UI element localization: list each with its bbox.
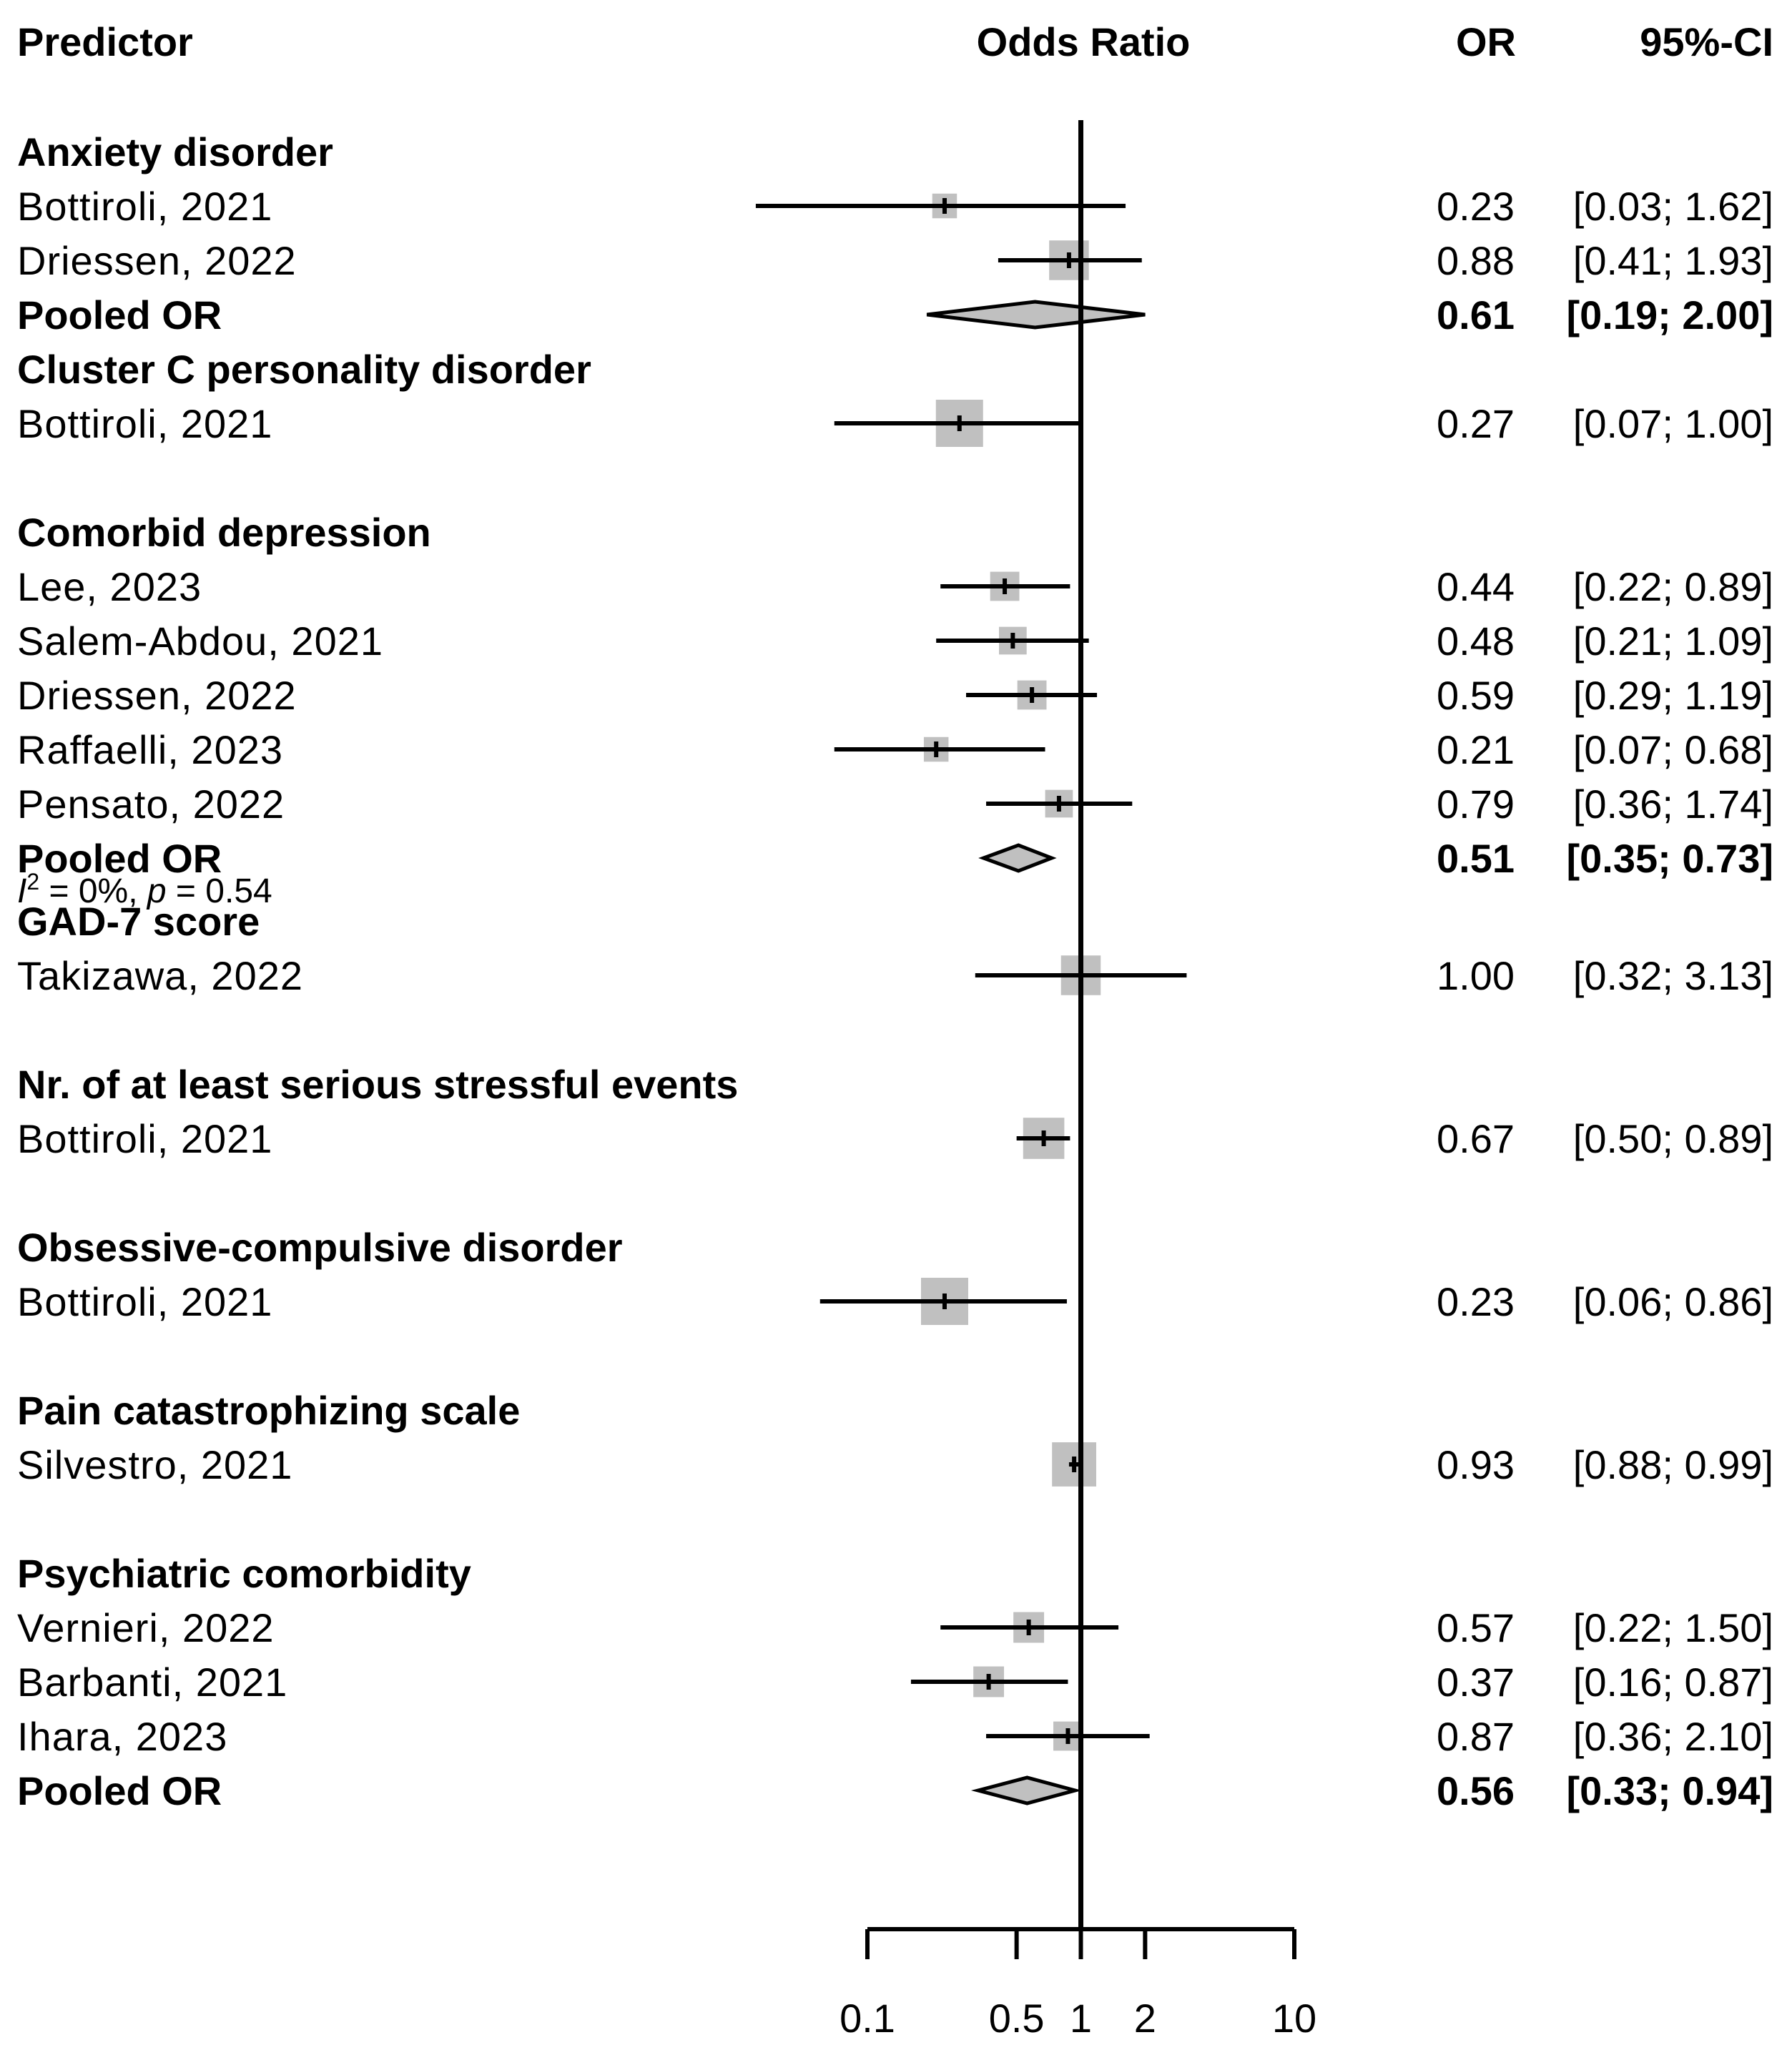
study-or-value: 0.23 (1437, 1279, 1515, 1324)
study-label: Barbanti, 2021 (17, 1660, 287, 1705)
group-title: Psychiatric comorbidity (17, 1551, 471, 1596)
group-title: Cluster C personality disorder (17, 347, 591, 392)
study-or-value: 0.67 (1437, 1116, 1515, 1161)
pooled-label: Pooled OR (17, 836, 222, 881)
study-ci-value: [0.32; 3.13] (1573, 953, 1773, 998)
study-label: Bottiroli, 2021 (17, 184, 272, 229)
study-or-value: 0.48 (1437, 619, 1515, 664)
study-or-value: 0.59 (1437, 673, 1515, 718)
study-or-value: 0.37 (1437, 1660, 1515, 1705)
group-title: Comorbid depression (17, 510, 431, 555)
study-label: Driessen, 2022 (17, 673, 297, 718)
study-or-value: 0.27 (1437, 401, 1515, 446)
x-tick-label: 0.1 (840, 1996, 895, 2041)
study-ci-value: [0.22; 0.89] (1573, 564, 1773, 609)
study-label: Salem-Abdou, 2021 (17, 619, 383, 664)
study-ci-value: [0.07; 1.00] (1573, 401, 1773, 446)
header-or: OR (1456, 19, 1516, 64)
group-title: Obsessive-compulsive disorder (17, 1225, 623, 1270)
x-tick-label: 1 (1070, 1996, 1092, 2041)
group-title: Anxiety disorder (17, 129, 333, 174)
x-axis: 0.1 0.5 1 2 10 (840, 120, 1316, 2041)
study-ci-value: [0.50; 0.89] (1573, 1116, 1773, 1161)
study-ci-value: [0.07; 0.68] (1573, 727, 1773, 772)
study-label: Raffaelli, 2023 (17, 727, 283, 772)
study-or-value: 0.44 (1437, 564, 1515, 609)
pooled-or-value: 0.56 (1437, 1768, 1515, 1813)
study-label: Driessen, 2022 (17, 238, 297, 283)
group-title: GAD-7 score (17, 899, 260, 944)
pooled-or-value: 0.51 (1437, 836, 1515, 881)
pooled-ci-value: [0.35; 0.73] (1567, 836, 1774, 881)
study-or-value: 0.21 (1437, 727, 1515, 772)
study-label: Bottiroli, 2021 (17, 401, 272, 446)
pooled-label: Pooled OR (17, 1768, 222, 1813)
group-title: Pain catastrophizing scale (17, 1388, 520, 1433)
study-ci-value: [0.16; 0.87] (1573, 1660, 1773, 1705)
study-ci-value: [0.41; 1.93] (1573, 238, 1773, 283)
study-or-value: 0.87 (1437, 1714, 1515, 1759)
study-or-value: 0.57 (1437, 1605, 1515, 1650)
study-label: Bottiroli, 2021 (17, 1116, 272, 1161)
pooled-diamond (926, 300, 1146, 330)
study-label: Pensato, 2022 (17, 782, 285, 827)
x-tick-label: 2 (1134, 1996, 1156, 2041)
study-or-value: 1.00 (1437, 953, 1515, 998)
heterogeneity-stats: I2 = 0%, p = 0.54 (17, 869, 272, 910)
study-or-value: 0.79 (1437, 782, 1515, 827)
study-or-value: 0.93 (1437, 1442, 1515, 1487)
study-ci-value: [0.36; 2.10] (1573, 1714, 1773, 1759)
pooled-diamond (970, 1775, 1083, 1805)
group-title: Nr. of at least serious stressful events (17, 1062, 738, 1107)
x-tick-label: 10 (1272, 1996, 1316, 2041)
study-or-value: 0.88 (1437, 238, 1515, 283)
study-label: Bottiroli, 2021 (17, 1279, 272, 1324)
study-ci-value: [0.88; 0.99] (1573, 1442, 1773, 1487)
study-ci-value: [0.22; 1.50] (1573, 1605, 1773, 1650)
study-label: Silvestro, 2021 (17, 1442, 292, 1487)
pooled-ci-value: [0.19; 2.00] (1567, 292, 1774, 337)
study-label: Lee, 2023 (17, 564, 202, 609)
header-predictor: Predictor (17, 19, 193, 64)
pooled-or-value: 0.61 (1437, 292, 1515, 337)
pooled-diamond (978, 843, 1057, 873)
study-ci-value: [0.36; 1.74] (1573, 782, 1773, 827)
study-label: Takizawa, 2022 (17, 953, 303, 998)
header-ci: 95%-CI (1640, 19, 1773, 64)
study-ci-value: [0.03; 1.62] (1573, 184, 1773, 229)
study-or-value: 0.23 (1437, 184, 1515, 229)
forest-rows: Anxiety disorder Bottiroli, 2021 0.23 [0.03… (17, 129, 1773, 1813)
header-odds-ratio: Odds Ratio (977, 19, 1191, 64)
pooled-ci-value: [0.33; 0.94] (1567, 1768, 1774, 1813)
study-label: Ihara, 2023 (17, 1714, 227, 1759)
study-ci-value: [0.06; 0.86] (1573, 1279, 1773, 1324)
study-ci-value: [0.29; 1.19] (1573, 673, 1773, 718)
pooled-label: Pooled OR (17, 292, 222, 337)
x-tick-label: 0.5 (989, 1996, 1045, 2041)
study-ci-value: [0.21; 1.09] (1573, 619, 1773, 664)
study-label: Vernieri, 2022 (17, 1605, 275, 1650)
